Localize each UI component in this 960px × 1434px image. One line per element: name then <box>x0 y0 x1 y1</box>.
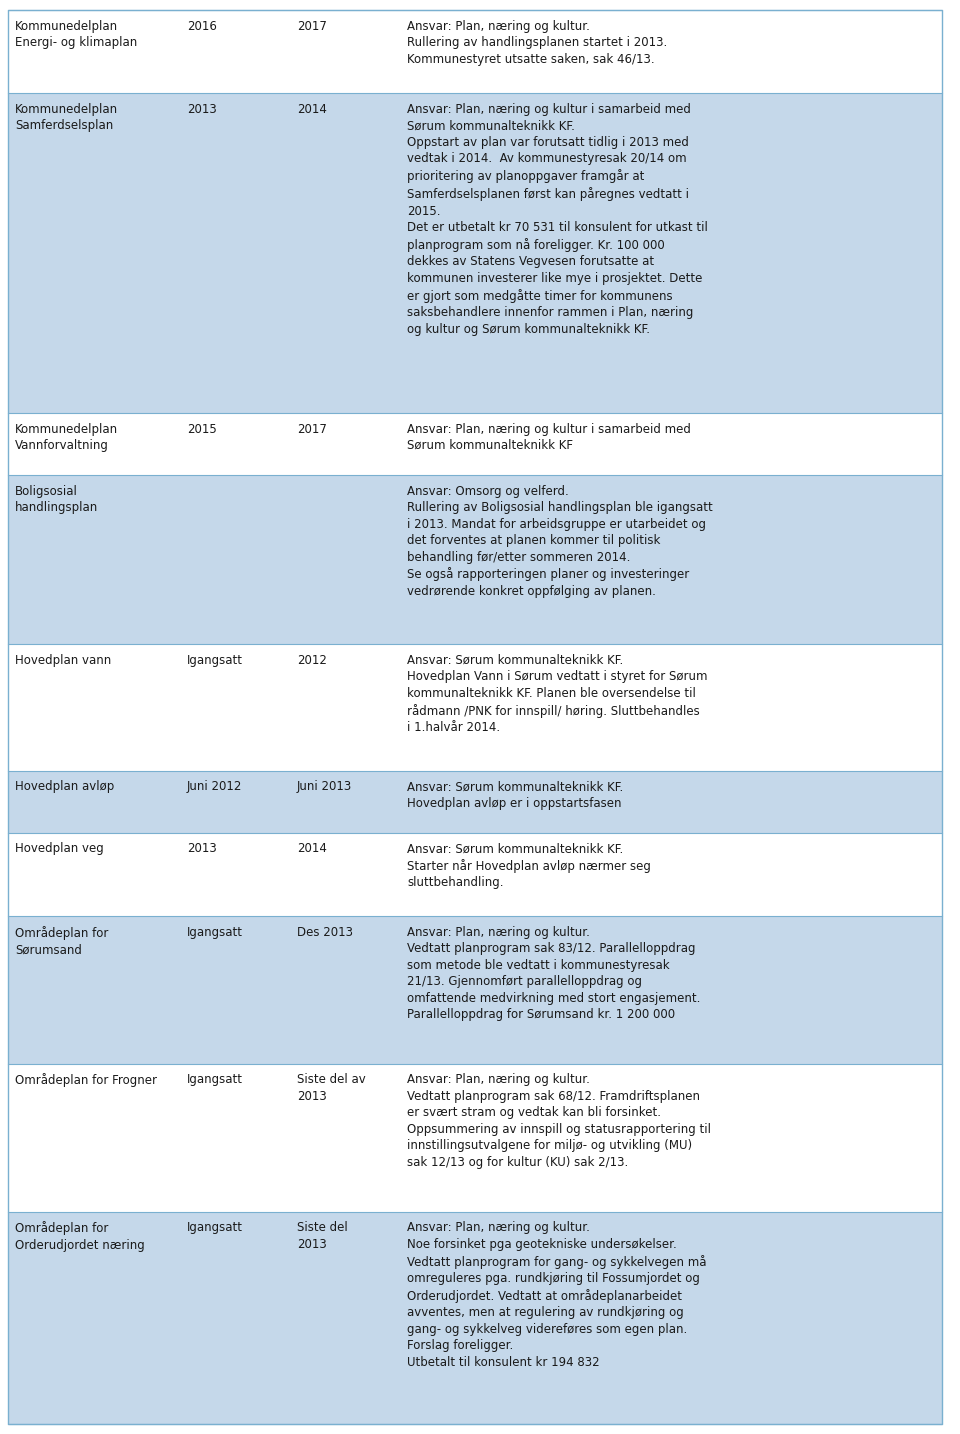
Text: Områdeplan for
Sørumsand: Områdeplan for Sørumsand <box>15 925 108 956</box>
Text: Ansvar: Plan, næring og kultur.
Vedtatt planprogram sak 83/12. Parallelloppdrag
: Ansvar: Plan, næring og kultur. Vedtatt … <box>407 925 701 1021</box>
Text: 2016: 2016 <box>187 20 217 33</box>
Text: Hovedplan avløp: Hovedplan avløp <box>15 780 114 793</box>
Text: Kommunedelplan
Energi- og klimaplan: Kommunedelplan Energi- og klimaplan <box>15 20 137 49</box>
Text: Des 2013: Des 2013 <box>297 925 353 939</box>
Text: Siste del
2013: Siste del 2013 <box>297 1222 348 1250</box>
Text: 2013: 2013 <box>187 842 217 855</box>
Bar <box>8 833 942 916</box>
Text: 2014: 2014 <box>297 103 326 116</box>
Text: 2013: 2013 <box>187 103 217 116</box>
Text: Ansvar: Plan, næring og kultur.
Vedtatt planprogram sak 68/12. Framdriftsplanen
: Ansvar: Plan, næring og kultur. Vedtatt … <box>407 1074 711 1169</box>
Text: Ansvar: Sørum kommunalteknikk KF.
Hovedplan avløp er i oppstartsfasen: Ansvar: Sørum kommunalteknikk KF. Hovedp… <box>407 780 623 810</box>
Bar <box>8 10 942 93</box>
Text: 2017: 2017 <box>297 423 326 436</box>
Text: Ansvar: Plan, næring og kultur i samarbeid med
Sørum kommunalteknikk KF: Ansvar: Plan, næring og kultur i samarbe… <box>407 423 691 452</box>
Text: Ansvar: Sørum kommunalteknikk KF.
Hovedplan Vann i Sørum vedtatt i styret for Sø: Ansvar: Sørum kommunalteknikk KF. Hovedp… <box>407 654 708 734</box>
Text: Igangsatt: Igangsatt <box>187 1074 243 1087</box>
Bar <box>8 1212 942 1424</box>
Text: 2015: 2015 <box>187 423 217 436</box>
Bar <box>8 93 942 413</box>
Text: Juni 2013: Juni 2013 <box>297 780 352 793</box>
Text: Igangsatt: Igangsatt <box>187 654 243 667</box>
Text: Siste del av
2013: Siste del av 2013 <box>297 1074 366 1103</box>
Text: Kommunedelplan
Samferdselsplan: Kommunedelplan Samferdselsplan <box>15 103 118 132</box>
Bar <box>8 413 942 475</box>
Text: Ansvar: Omsorg og velferd.
Rullering av Boligsosial handlingsplan ble igangsatt
: Ansvar: Omsorg og velferd. Rullering av … <box>407 485 712 598</box>
Text: 2012: 2012 <box>297 654 326 667</box>
Text: Ansvar: Plan, næring og kultur.
Rullering av handlingsplanen startet i 2013.
Kom: Ansvar: Plan, næring og kultur. Rullerin… <box>407 20 667 66</box>
Text: Juni 2012: Juni 2012 <box>187 780 242 793</box>
Text: Kommunedelplan
Vannforvaltning: Kommunedelplan Vannforvaltning <box>15 423 118 452</box>
Text: Ansvar: Plan, næring og kultur.
Noe forsinket pga geotekniske undersøkelser.
Ved: Ansvar: Plan, næring og kultur. Noe fors… <box>407 1222 707 1369</box>
Text: Igangsatt: Igangsatt <box>187 925 243 939</box>
Bar <box>8 475 942 644</box>
Text: Områdeplan for Frogner: Områdeplan for Frogner <box>15 1074 157 1087</box>
Bar <box>8 916 942 1064</box>
Text: 2014: 2014 <box>297 842 326 855</box>
Text: Igangsatt: Igangsatt <box>187 1222 243 1235</box>
Text: Ansvar: Plan, næring og kultur i samarbeid med
Sørum kommunalteknikk KF.
Oppstar: Ansvar: Plan, næring og kultur i samarbe… <box>407 103 708 336</box>
Text: Hovedplan vann: Hovedplan vann <box>15 654 111 667</box>
Bar <box>8 644 942 770</box>
Text: Hovedplan veg: Hovedplan veg <box>15 842 104 855</box>
Bar <box>8 1064 942 1212</box>
Text: Ansvar: Sørum kommunalteknikk KF.
Starter når Hovedplan avløp nærmer seg
sluttbe: Ansvar: Sørum kommunalteknikk KF. Starte… <box>407 842 651 889</box>
Bar <box>8 770 942 833</box>
Text: Områdeplan for
Orderudjordet næring: Områdeplan for Orderudjordet næring <box>15 1222 145 1252</box>
Text: 2017: 2017 <box>297 20 326 33</box>
Text: Boligsosial
handlingsplan: Boligsosial handlingsplan <box>15 485 98 513</box>
